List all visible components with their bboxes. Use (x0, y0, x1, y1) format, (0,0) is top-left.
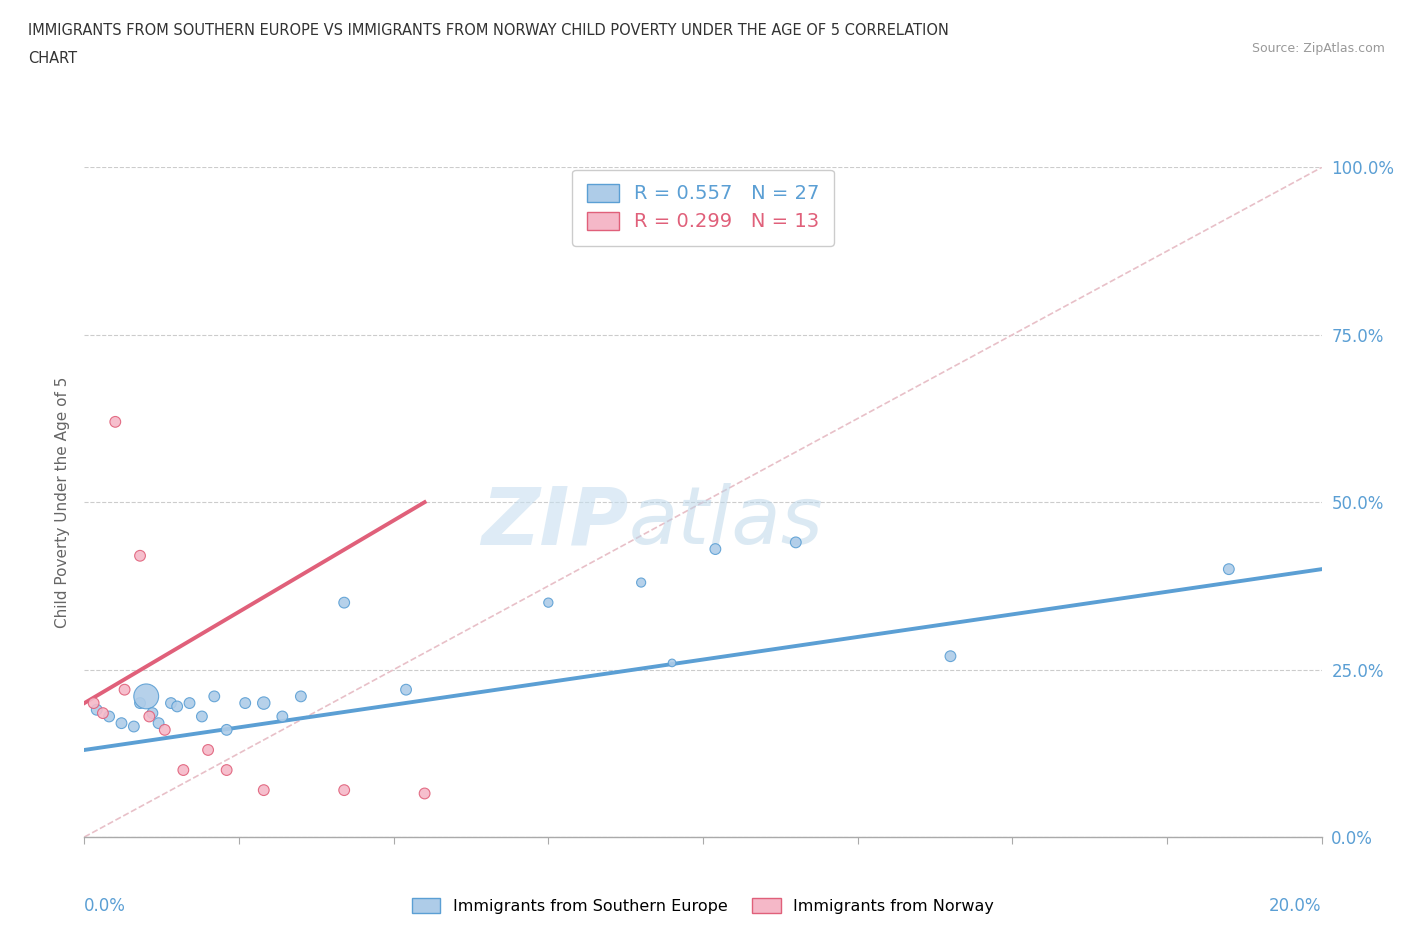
Point (333, 783, 356, 798)
Point (166, 699, 188, 714)
Point (104, 415, 127, 430)
Point (98, 709, 121, 724)
Point (83, 696, 105, 711)
Point (179, 696, 201, 711)
Legend: Immigrants from Southern Europe, Immigrants from Norway: Immigrants from Southern Europe, Immigra… (405, 891, 1001, 920)
Text: Source: ZipAtlas.com: Source: ZipAtlas.com (1251, 42, 1385, 55)
Point (197, 742, 219, 757)
Point (395, 683, 418, 698)
Point (153, 723, 176, 737)
Point (215, 723, 238, 737)
Point (86, 702, 108, 717)
Point (661, 656, 683, 671)
Text: ZIP: ZIP (481, 484, 628, 562)
Point (129, 696, 152, 711)
Point (253, 783, 276, 798)
Text: IMMIGRANTS FROM SOUTHERN EUROPE VS IMMIGRANTS FROM NORWAY CHILD POVERTY UNDER TH: IMMIGRANTS FROM SOUTHERN EUROPE VS IMMIG… (28, 23, 949, 38)
Point (172, 763, 194, 777)
Point (129, 549, 152, 564)
Point (413, 786, 436, 801)
Point (271, 709, 294, 724)
Text: atlas: atlas (628, 484, 824, 562)
Point (785, 535, 807, 550)
Y-axis label: Child Poverty Under the Age of 5: Child Poverty Under the Age of 5 (55, 377, 70, 628)
Text: CHART: CHART (28, 51, 77, 66)
Point (704, 541, 727, 556)
Point (202, 689, 225, 704)
Point (122, 719, 145, 734)
Point (135, 689, 157, 704)
Point (110, 716, 132, 731)
Point (290, 689, 312, 704)
Point (630, 575, 652, 590)
Point (148, 716, 170, 731)
Point (253, 696, 276, 711)
Text: 20.0%: 20.0% (1270, 897, 1322, 915)
Point (160, 696, 183, 711)
Point (537, 595, 560, 610)
Text: 0.0%: 0.0% (84, 897, 127, 915)
Point (233, 696, 256, 711)
Point (939, 649, 962, 664)
Point (141, 706, 163, 721)
Legend: R = 0.557   N = 27, R = 0.299   N = 13: R = 0.557 N = 27, R = 0.299 N = 13 (572, 170, 834, 246)
Point (215, 763, 238, 777)
Point (191, 709, 214, 724)
Point (138, 709, 160, 724)
Point (1218, 562, 1240, 577)
Point (333, 595, 356, 610)
Point (114, 683, 136, 698)
Point (91, 706, 114, 721)
